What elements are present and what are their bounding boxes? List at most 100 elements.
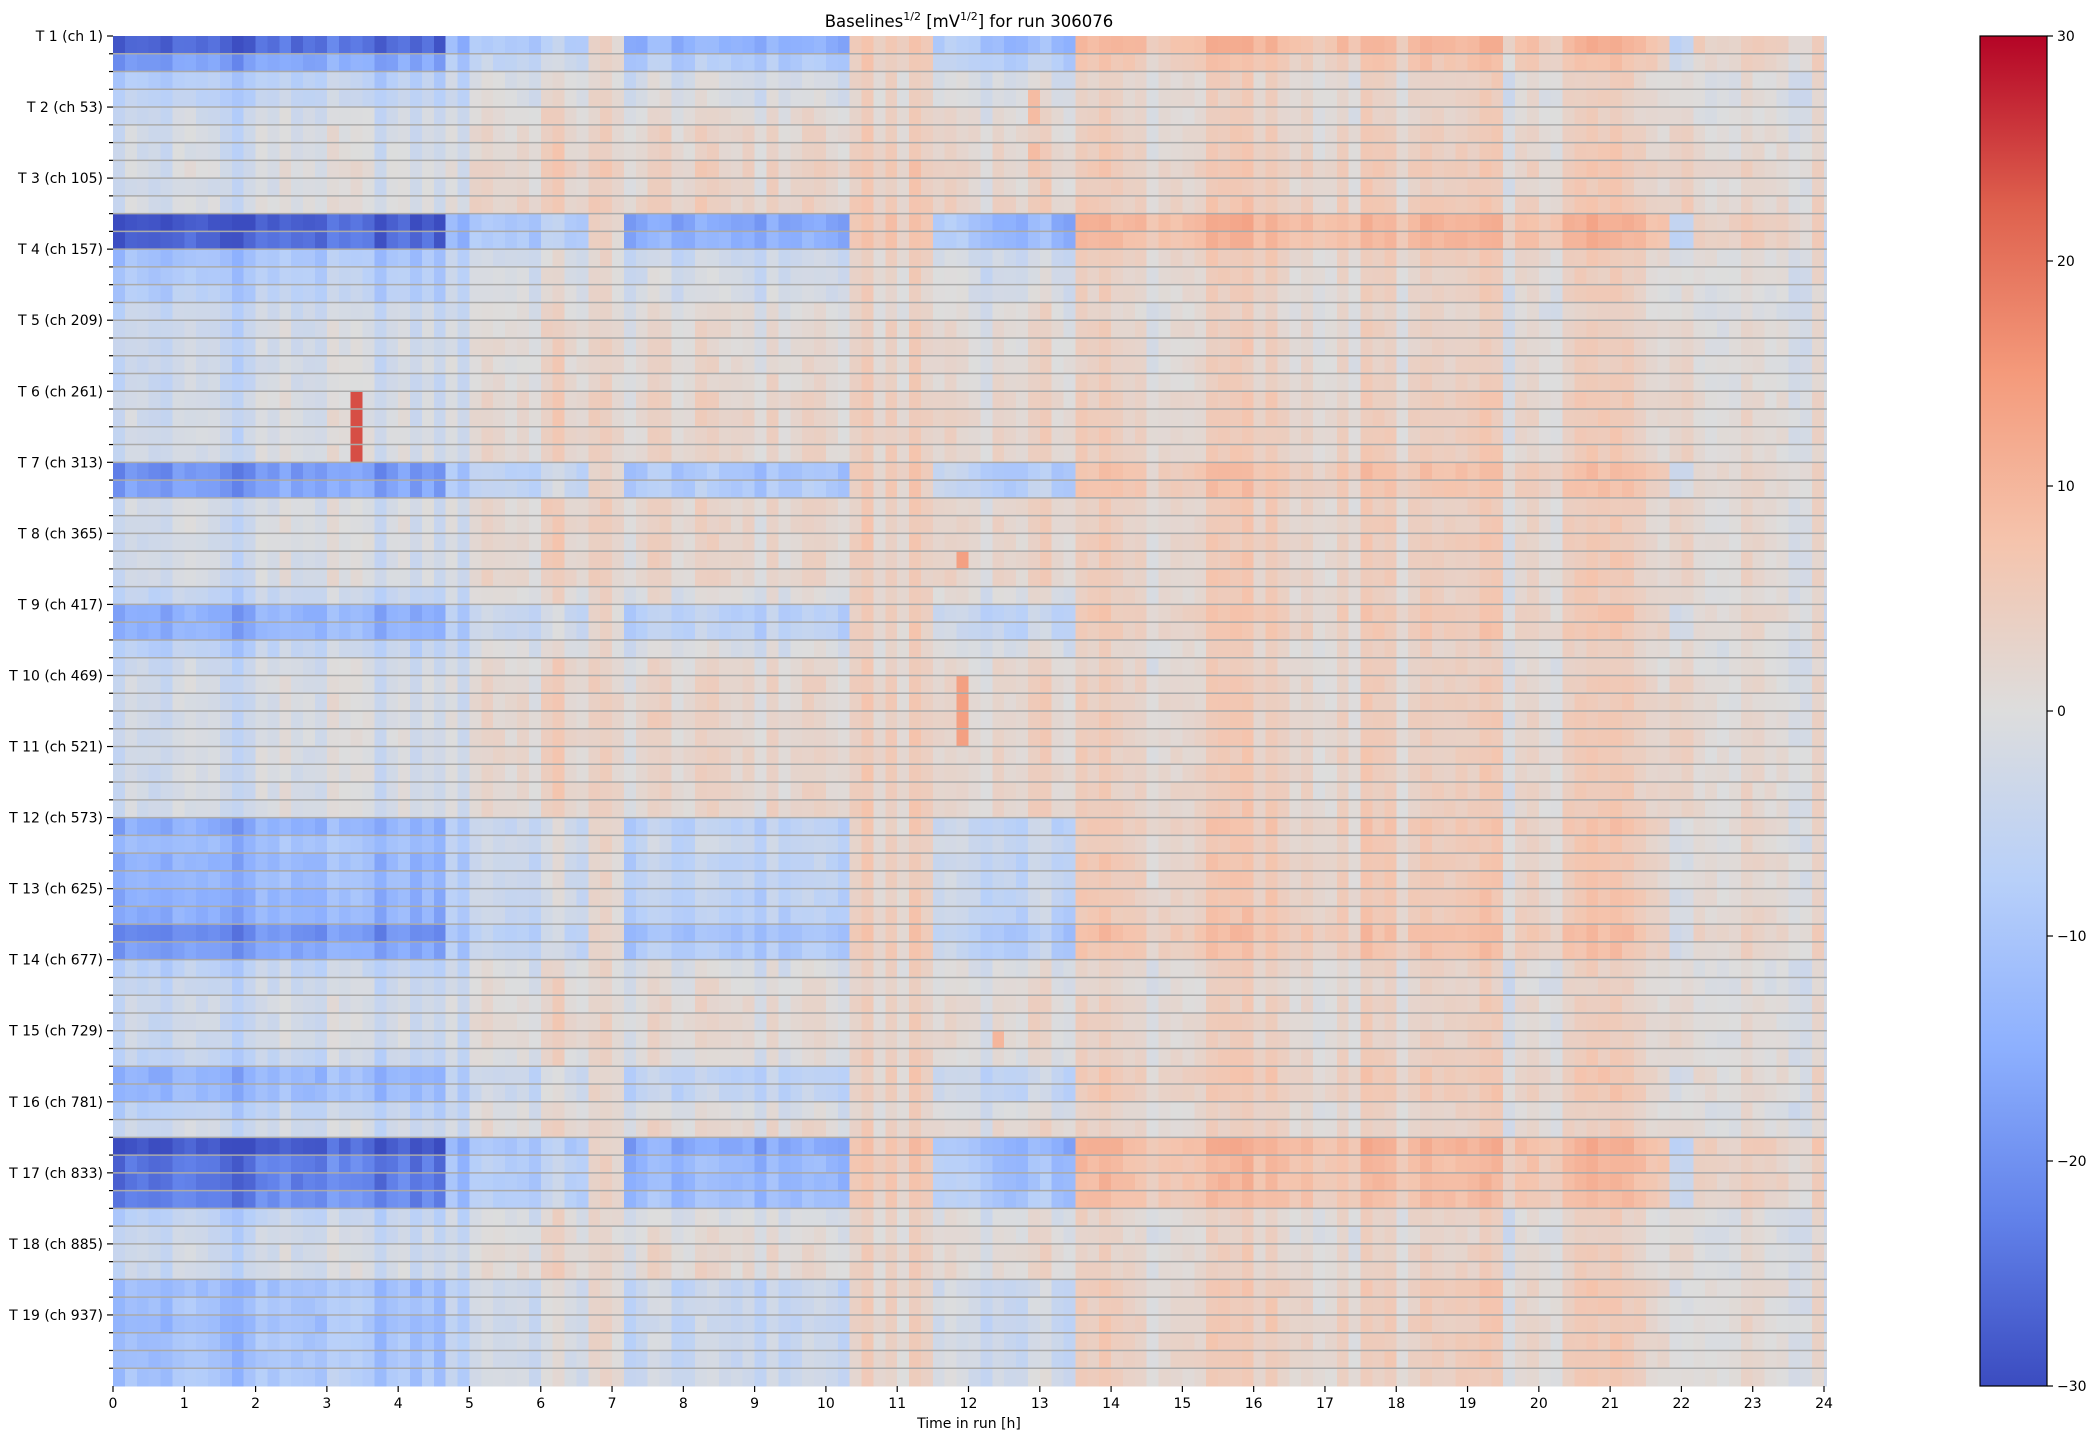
heatmap-cell (825, 1314, 839, 1334)
heatmap-cell (255, 320, 269, 339)
heatmap-cell (647, 462, 661, 481)
heatmap-cell (445, 1190, 459, 1209)
heatmap-cell (730, 213, 744, 232)
heatmap-cell (160, 1261, 174, 1281)
heatmap-cell (671, 1172, 684, 1192)
heatmap-cell (291, 906, 304, 925)
heatmap-cell (695, 995, 708, 1014)
heatmap-cell (778, 1368, 791, 1387)
heatmap-cell (647, 1119, 661, 1138)
heatmap-cell (814, 195, 827, 215)
heatmap-cell (291, 1297, 304, 1316)
heatmap-cell (208, 515, 221, 534)
heatmap-cell (493, 1332, 506, 1352)
heatmap-cell (766, 1368, 779, 1387)
heatmap-cell (552, 178, 566, 197)
heatmap-cell (742, 799, 756, 819)
heatmap-cell (136, 1243, 150, 1263)
heatmap-cell (766, 888, 779, 907)
heatmap-cell (730, 853, 744, 872)
heatmap-cell (291, 107, 304, 126)
heatmap-cell (255, 817, 269, 836)
heatmap-cell (493, 36, 506, 55)
heatmap-cell (445, 693, 459, 712)
heatmap-cell (790, 1332, 803, 1352)
heatmap-cell (124, 124, 138, 144)
heatmap-cell (659, 799, 673, 819)
heatmap-cell (279, 835, 292, 854)
heatmap-cell (778, 160, 791, 179)
heatmap-cell (421, 178, 435, 197)
heatmap-cell (386, 817, 399, 836)
heatmap-cell (814, 1030, 827, 1050)
heatmap-cell (612, 782, 625, 801)
heatmap-cell (136, 1084, 150, 1103)
heatmap-cell (148, 1314, 162, 1334)
heatmap-cell (136, 888, 150, 907)
heatmap-cell (600, 444, 613, 463)
heatmap-cell (528, 1012, 542, 1032)
heatmap-cell (754, 728, 768, 748)
heatmap-cell (172, 497, 185, 517)
heatmap-cell (825, 693, 839, 712)
heatmap-cell (350, 1190, 364, 1209)
heatmap-cell (718, 89, 732, 108)
heatmap-cell (802, 107, 815, 126)
heatmap-cell (267, 959, 280, 979)
heatmap-cell (148, 728, 162, 748)
heatmap-cell (374, 746, 387, 765)
heatmap-cell (457, 728, 471, 748)
heatmap-cell (421, 462, 435, 481)
heatmap-cell (861, 995, 875, 1014)
heatmap-cell (398, 36, 411, 55)
heatmap-cell (445, 124, 459, 144)
heatmap-cell (825, 337, 839, 357)
heatmap-cell (350, 533, 364, 552)
heatmap-cell (338, 107, 352, 126)
heatmap-cell (778, 959, 791, 979)
heatmap-cell (635, 817, 649, 836)
title-prefix: Baselines (825, 12, 904, 31)
heatmap-cell (493, 373, 506, 392)
heatmap-cell (326, 1084, 340, 1103)
heatmap-cell (136, 1332, 150, 1352)
heatmap-cell (861, 817, 875, 836)
heatmap-cell (814, 728, 827, 748)
heatmap-cell (386, 782, 399, 801)
heatmap-cell (695, 1012, 708, 1032)
heatmap-cell (552, 764, 566, 783)
heatmap-cell (172, 977, 185, 996)
heatmap-cell (825, 639, 839, 659)
heatmap-cell (766, 1226, 779, 1245)
heatmap-cell (576, 1208, 589, 1227)
heatmap-cell (148, 462, 162, 481)
heatmap-cell (718, 995, 732, 1014)
heatmap-cell (516, 693, 530, 712)
heatmap-cell (718, 284, 732, 304)
heatmap-cell (196, 941, 209, 961)
heatmap-cell (457, 1332, 471, 1352)
heatmap-cell (493, 1243, 506, 1263)
heatmap-cell (873, 888, 886, 907)
heatmap-cell (457, 1048, 471, 1067)
heatmap-cell (635, 551, 649, 570)
heatmap-cell (885, 391, 898, 410)
heatmap-cell (184, 355, 197, 375)
heatmap-cell (314, 1101, 328, 1121)
heatmap-cell (338, 320, 352, 339)
heatmap-cell (754, 924, 768, 943)
heatmap-cell (754, 178, 768, 197)
heatmap-cell (338, 1332, 352, 1352)
heatmap-cell (588, 497, 601, 517)
heatmap-cell (326, 817, 340, 836)
heatmap-cell (790, 1030, 803, 1050)
heatmap-cell (695, 657, 708, 677)
heatmap-cell (659, 195, 673, 215)
heatmap-cell (612, 1350, 625, 1369)
heatmap-cell (552, 959, 566, 979)
heatmap-cell (386, 1261, 399, 1281)
heatmap-cell (398, 302, 411, 321)
heatmap-cell (350, 995, 364, 1014)
heatmap-cell (219, 124, 233, 144)
heatmap-cell (600, 1101, 613, 1121)
